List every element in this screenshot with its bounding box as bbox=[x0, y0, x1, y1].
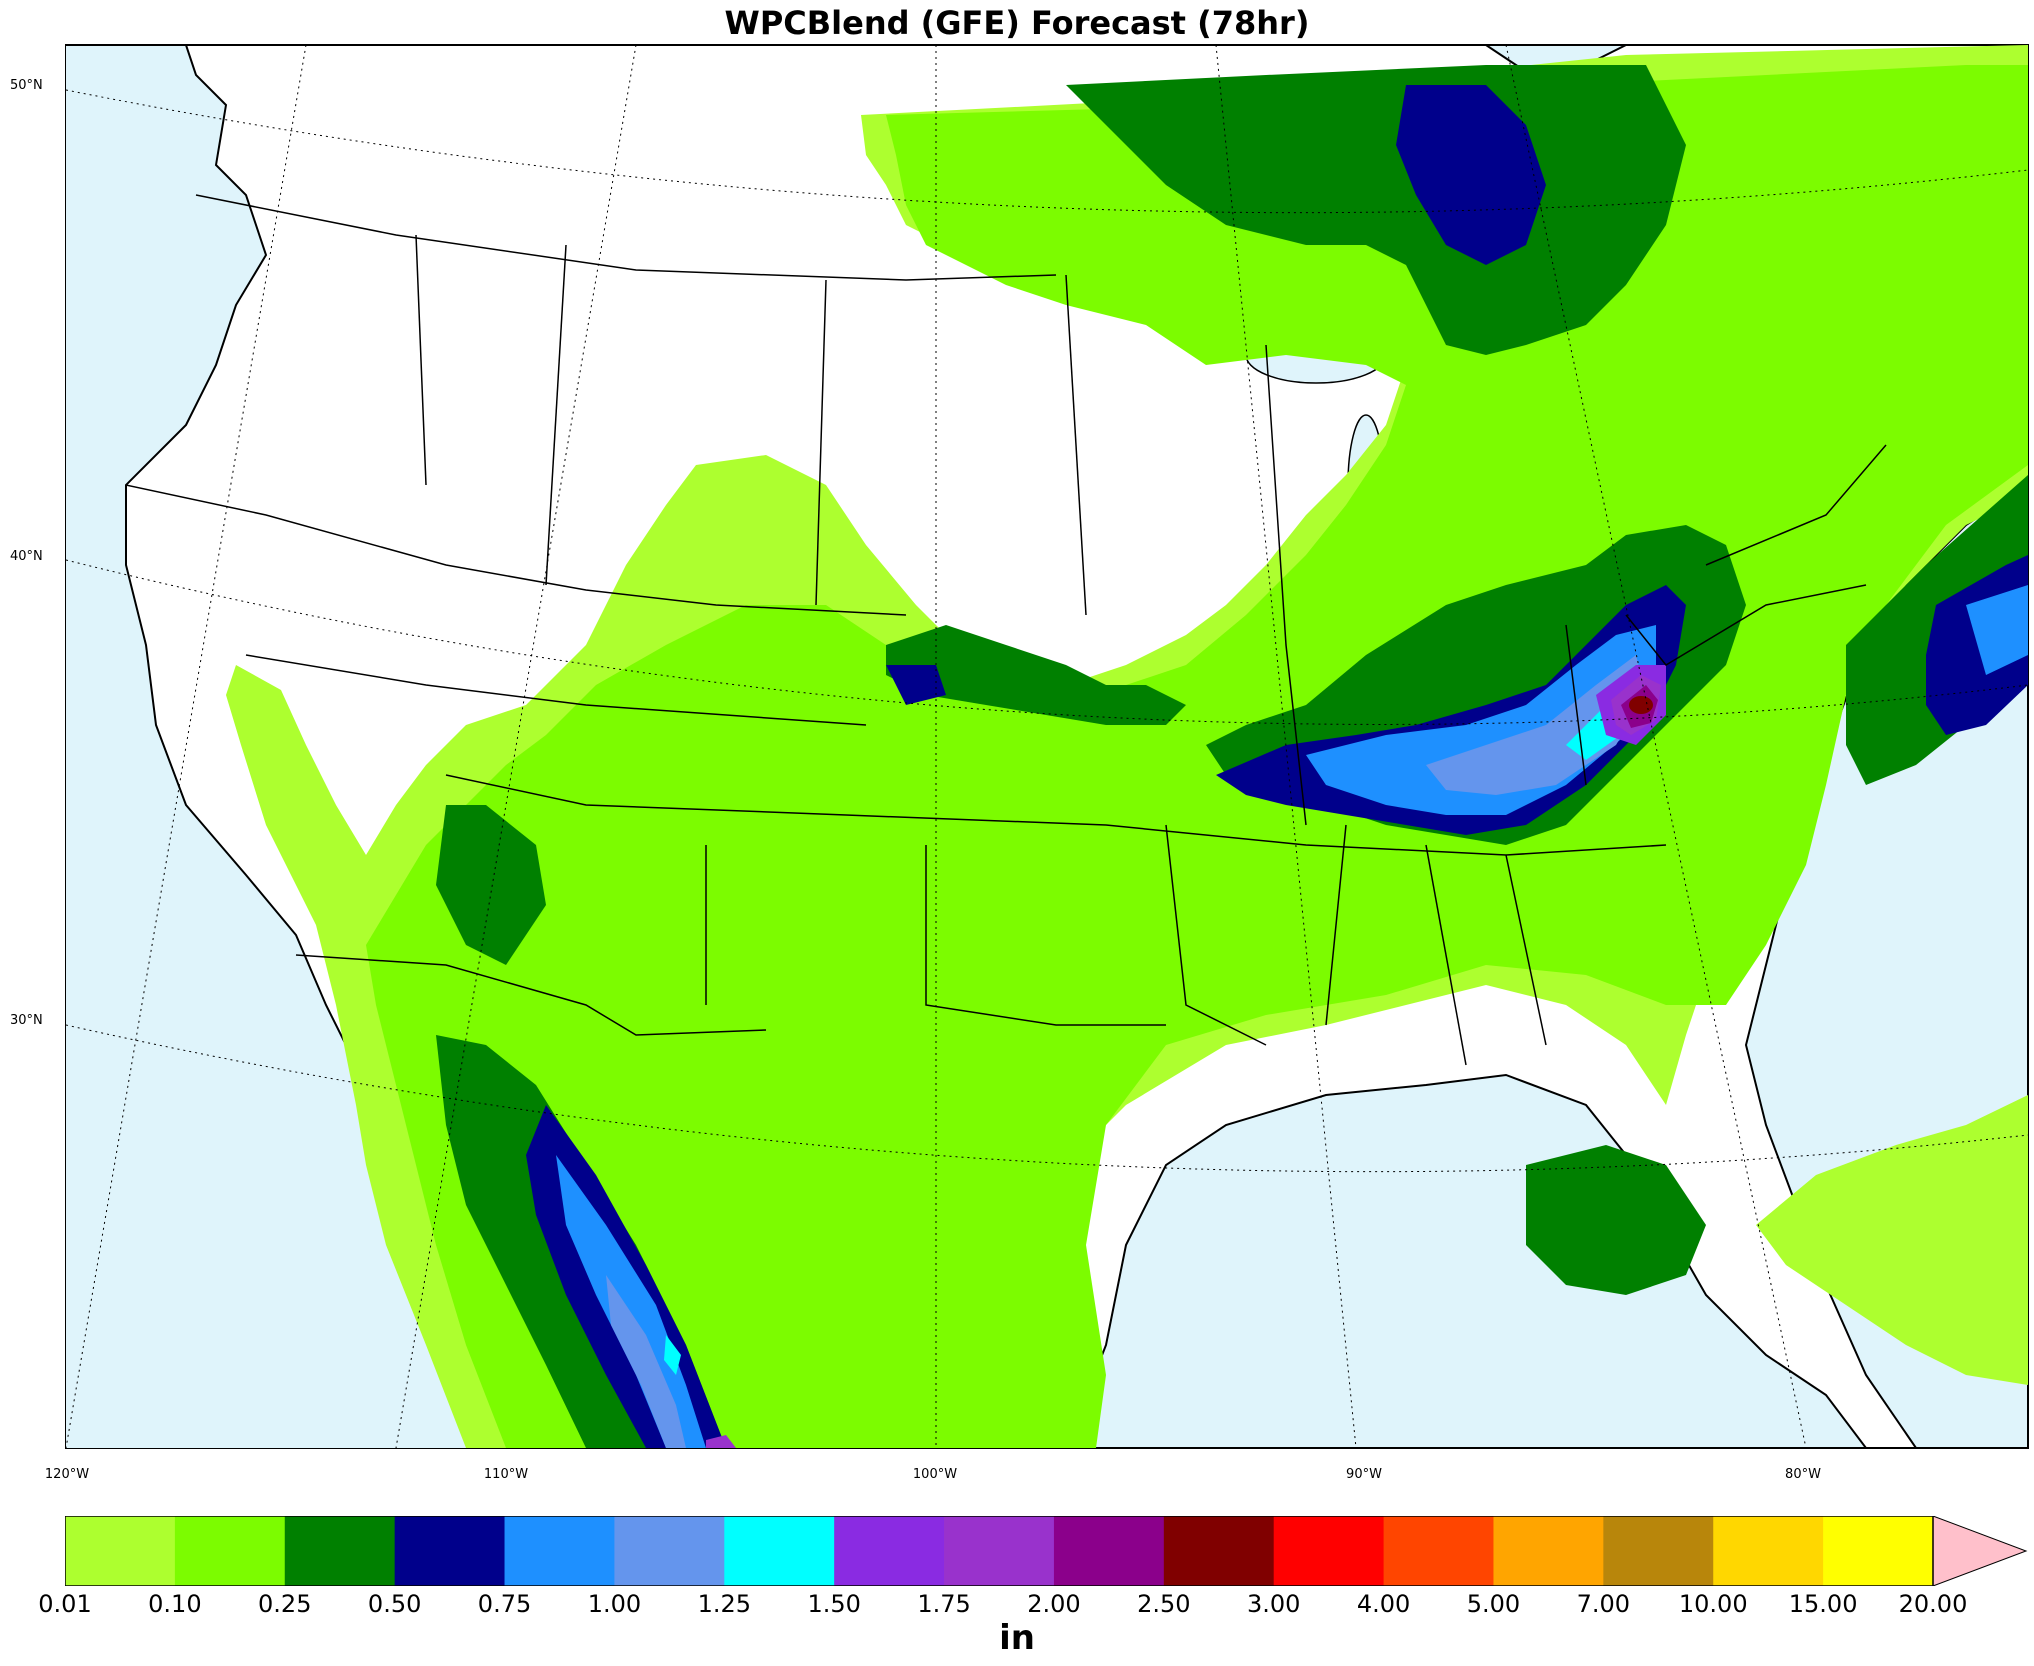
colorbar-extend-arrow bbox=[1932, 1516, 2028, 1586]
colorbar-tick-label: 3.00 bbox=[1246, 1590, 1301, 1618]
lon-label-90w: 90°W bbox=[1346, 1467, 1382, 1482]
colorbar-tick-label: 7.00 bbox=[1576, 1590, 1631, 1618]
colorbar-outline bbox=[65, 1516, 1934, 1586]
lat-label-40n: 40°N bbox=[10, 549, 43, 564]
colorbar-swatch bbox=[1603, 1516, 1714, 1586]
colorbar-swatch bbox=[504, 1516, 615, 1586]
lon-label-100w: 100°W bbox=[912, 1467, 958, 1482]
colorbar-swatch bbox=[1053, 1516, 1165, 1586]
precip-band-1.00 bbox=[606, 655, 1646, 1448]
colorbar-tick-label: 1.25 bbox=[697, 1590, 751, 1618]
colorbar-tick-label: 0.10 bbox=[148, 1590, 202, 1618]
colorbar-swatch bbox=[284, 1516, 396, 1586]
colorbar-tick-label: 2.50 bbox=[1137, 1590, 1191, 1618]
political-borders bbox=[125, 194, 1887, 1066]
colorbar-swatch bbox=[1163, 1516, 1275, 1586]
lon-label-80w: 80°W bbox=[1785, 1467, 1821, 1482]
graticule bbox=[66, 45, 2028, 1448]
colorbar-tick-label: 15.00 bbox=[1788, 1590, 1858, 1618]
colorbar-units-label: in bbox=[999, 1618, 1035, 1658]
colorbar-tick-label: 0.25 bbox=[258, 1590, 312, 1618]
colorbar-tick-label: 20.00 bbox=[1898, 1590, 1968, 1618]
colorbar-swatch bbox=[1713, 1516, 1824, 1586]
precip-colorbar bbox=[65, 1516, 2028, 1586]
colorbar-swatch bbox=[174, 1516, 286, 1586]
map-svg bbox=[66, 45, 2028, 1448]
colorbar-tick-label: 2.00 bbox=[1027, 1590, 1081, 1618]
colorbar-swatch bbox=[1383, 1516, 1494, 1586]
precip-band-0.10 bbox=[366, 65, 2028, 1448]
colorbar-swatch bbox=[614, 1516, 725, 1586]
colorbar-tick-label: 5.00 bbox=[1466, 1590, 1521, 1618]
colorbar-swatch bbox=[394, 1516, 506, 1586]
colorbar-tick-label: 0.75 bbox=[477, 1590, 532, 1618]
map-title: WPCBlend (GFE) Forecast (78hr) bbox=[724, 4, 1310, 42]
colorbar-tick-label: 1.50 bbox=[807, 1590, 861, 1618]
colorbar-tick-label: 4.00 bbox=[1356, 1590, 1411, 1618]
colorbar-tick-label: 0.01 bbox=[38, 1590, 92, 1618]
lon-label-110w: 110°W bbox=[483, 1467, 529, 1482]
colorbar-swatch bbox=[65, 1516, 176, 1586]
colorbar-swatch bbox=[944, 1516, 1055, 1586]
precip-band-2.50 bbox=[1629, 696, 1653, 714]
colorbar-swatch bbox=[724, 1516, 835, 1586]
colorbar-swatches bbox=[65, 1516, 1934, 1586]
colorbar-tick-label: 1.00 bbox=[587, 1590, 642, 1618]
gulf-of-mexico bbox=[1064, 1073, 1868, 1448]
precipitation-map bbox=[65, 44, 2029, 1449]
lat-label-50n: 50°N bbox=[10, 78, 43, 93]
colorbar-tick-label: 0.50 bbox=[367, 1590, 422, 1618]
colorbar-swatch bbox=[834, 1516, 945, 1586]
colorbar-swatch bbox=[1823, 1516, 1934, 1586]
colorbar-swatch bbox=[1493, 1516, 1604, 1586]
colorbar-tick-label: 1.75 bbox=[917, 1590, 971, 1618]
lat-label-30n: 30°N bbox=[10, 1013, 43, 1028]
colorbar-tick-label: 10.00 bbox=[1678, 1590, 1748, 1618]
colorbar-swatch bbox=[1273, 1516, 1385, 1586]
lon-label-120w: 120°W bbox=[44, 1467, 90, 1482]
